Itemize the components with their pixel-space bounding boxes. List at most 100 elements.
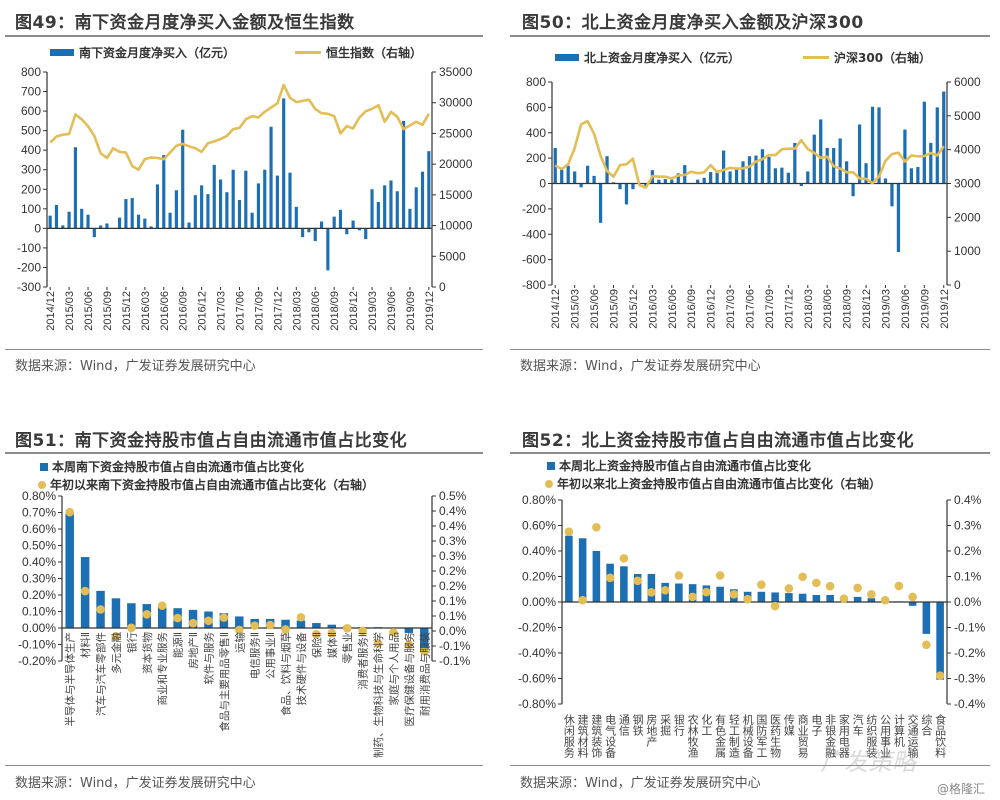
left-tick-label: -0.20% — [518, 621, 556, 635]
category-label: 汽车与汽车零部件 — [95, 632, 108, 716]
x-tick-label: 2019/03 — [367, 291, 379, 331]
left-tick-label: -800 — [522, 278, 546, 292]
bar — [326, 228, 329, 270]
ytd-dot — [798, 572, 807, 581]
category-label: 食品、饮料与烟草 — [280, 632, 293, 716]
x-tick-label: 2015/03 — [64, 291, 76, 331]
category-label: 建筑材料 — [576, 713, 589, 759]
ytd-dot — [853, 584, 862, 593]
left-tick-label: 800 — [526, 75, 546, 89]
bar — [232, 170, 235, 229]
bar — [377, 202, 380, 228]
chart-panel-52: 图52：北上资金持股市值占自由流通市值占比变化 本周北上资金持股市值占自由流通市… — [500, 420, 1000, 800]
bar — [213, 165, 216, 229]
category-label: 家庭与个人用品 — [387, 632, 400, 706]
bar — [206, 194, 209, 228]
ytd-dot — [633, 577, 642, 586]
bar — [728, 171, 731, 183]
x-tick-label: 2019/06 — [900, 289, 912, 329]
left-tick-label: -0.60% — [518, 672, 556, 686]
bar — [345, 228, 348, 234]
bar — [80, 209, 83, 229]
right-tick-label: 0.3% — [954, 519, 982, 533]
right-tick-label: 0.2% — [439, 564, 467, 578]
category-label: 材料Ⅱ — [79, 632, 92, 658]
category-label: 多元金融 — [110, 632, 123, 674]
category-label: 有色金属 — [714, 713, 727, 759]
bar — [735, 170, 738, 184]
left-tick-label: 0.40% — [522, 544, 556, 558]
bar — [806, 171, 809, 183]
bar — [703, 178, 706, 184]
bar — [352, 221, 355, 229]
bar — [586, 166, 589, 184]
category-label: 媒体Ⅱ — [326, 632, 339, 658]
ytd-dot — [936, 671, 945, 680]
left-tick-label: 0.70% — [22, 506, 56, 520]
left-tick-label: 400 — [21, 143, 41, 157]
ytd-dot — [647, 588, 656, 597]
right-tick-label: 0.4% — [439, 504, 467, 518]
divider — [5, 765, 483, 766]
bar — [813, 595, 821, 602]
bar — [648, 574, 656, 602]
bar — [780, 168, 783, 184]
x-tick-label: 2017/03 — [216, 291, 228, 331]
bar — [156, 184, 159, 228]
category-label: 汽车 — [851, 713, 864, 737]
category-label: 软件与服务 — [202, 632, 215, 685]
ytd-dot — [675, 571, 684, 580]
credit-text: @格隆汇 — [937, 780, 985, 797]
bar — [923, 102, 926, 184]
right-tick-label: 30000 — [439, 96, 473, 110]
left-tick-label: 0.30% — [22, 572, 56, 586]
x-tick-label: 2019/06 — [386, 291, 398, 331]
bar — [219, 180, 222, 229]
bar — [936, 602, 944, 680]
ytd-dot — [661, 586, 670, 595]
bar — [573, 171, 576, 183]
bar — [427, 151, 430, 228]
bar — [238, 200, 241, 228]
category-label: 电子 — [810, 714, 823, 736]
bar — [282, 98, 285, 228]
ytd-dot — [565, 527, 574, 536]
bar — [49, 216, 52, 229]
left-tick-label: 0.60% — [22, 522, 56, 536]
right-tick-label: 15000 — [439, 188, 473, 202]
x-tick-label: 2017/03 — [725, 289, 737, 329]
right-tick-label: -0.1% — [439, 654, 471, 668]
bar — [396, 191, 399, 228]
x-tick-label: 2017/09 — [764, 289, 776, 329]
bar — [709, 172, 712, 183]
x-tick-label: 2019/09 — [919, 289, 931, 329]
ytd-dot — [908, 593, 917, 602]
category-label: 建筑装饰 — [590, 713, 603, 758]
right-tick-label: 0.2% — [439, 579, 467, 593]
category-label: 房地产 — [645, 714, 658, 748]
bar — [774, 168, 777, 183]
bar — [916, 167, 919, 183]
category-label: 轻工制造 — [727, 713, 740, 758]
right-tick-label: 5000 — [954, 109, 981, 123]
ytd-dot — [204, 616, 213, 625]
right-tick-label: 0.4% — [954, 493, 982, 507]
bar — [839, 138, 842, 183]
x-tick-label: 2015/12 — [121, 291, 133, 331]
left-tick-label: 800 — [21, 65, 41, 79]
ytd-dot — [81, 587, 90, 596]
category-label: 农林牧渔 — [686, 713, 699, 759]
right-tick-label: 0.5% — [439, 489, 467, 503]
bar — [767, 157, 770, 184]
right-tick-label: 3000 — [954, 177, 981, 191]
x-tick-label: 2019/09 — [405, 291, 417, 331]
ytd-dot — [65, 508, 74, 517]
right-tick-label: 0.4% — [439, 519, 467, 533]
left-tick-label: 0.20% — [522, 570, 556, 584]
category-label: 零售业 — [341, 632, 354, 664]
right-tick-label: 0.0% — [439, 624, 467, 638]
chart-49-plot: 8007006005004003002001000-100-200-300350… — [0, 0, 500, 380]
bar — [112, 598, 120, 628]
watermark: 广发策略 — [820, 742, 916, 777]
x-tick-label: 2017/12 — [783, 289, 795, 329]
